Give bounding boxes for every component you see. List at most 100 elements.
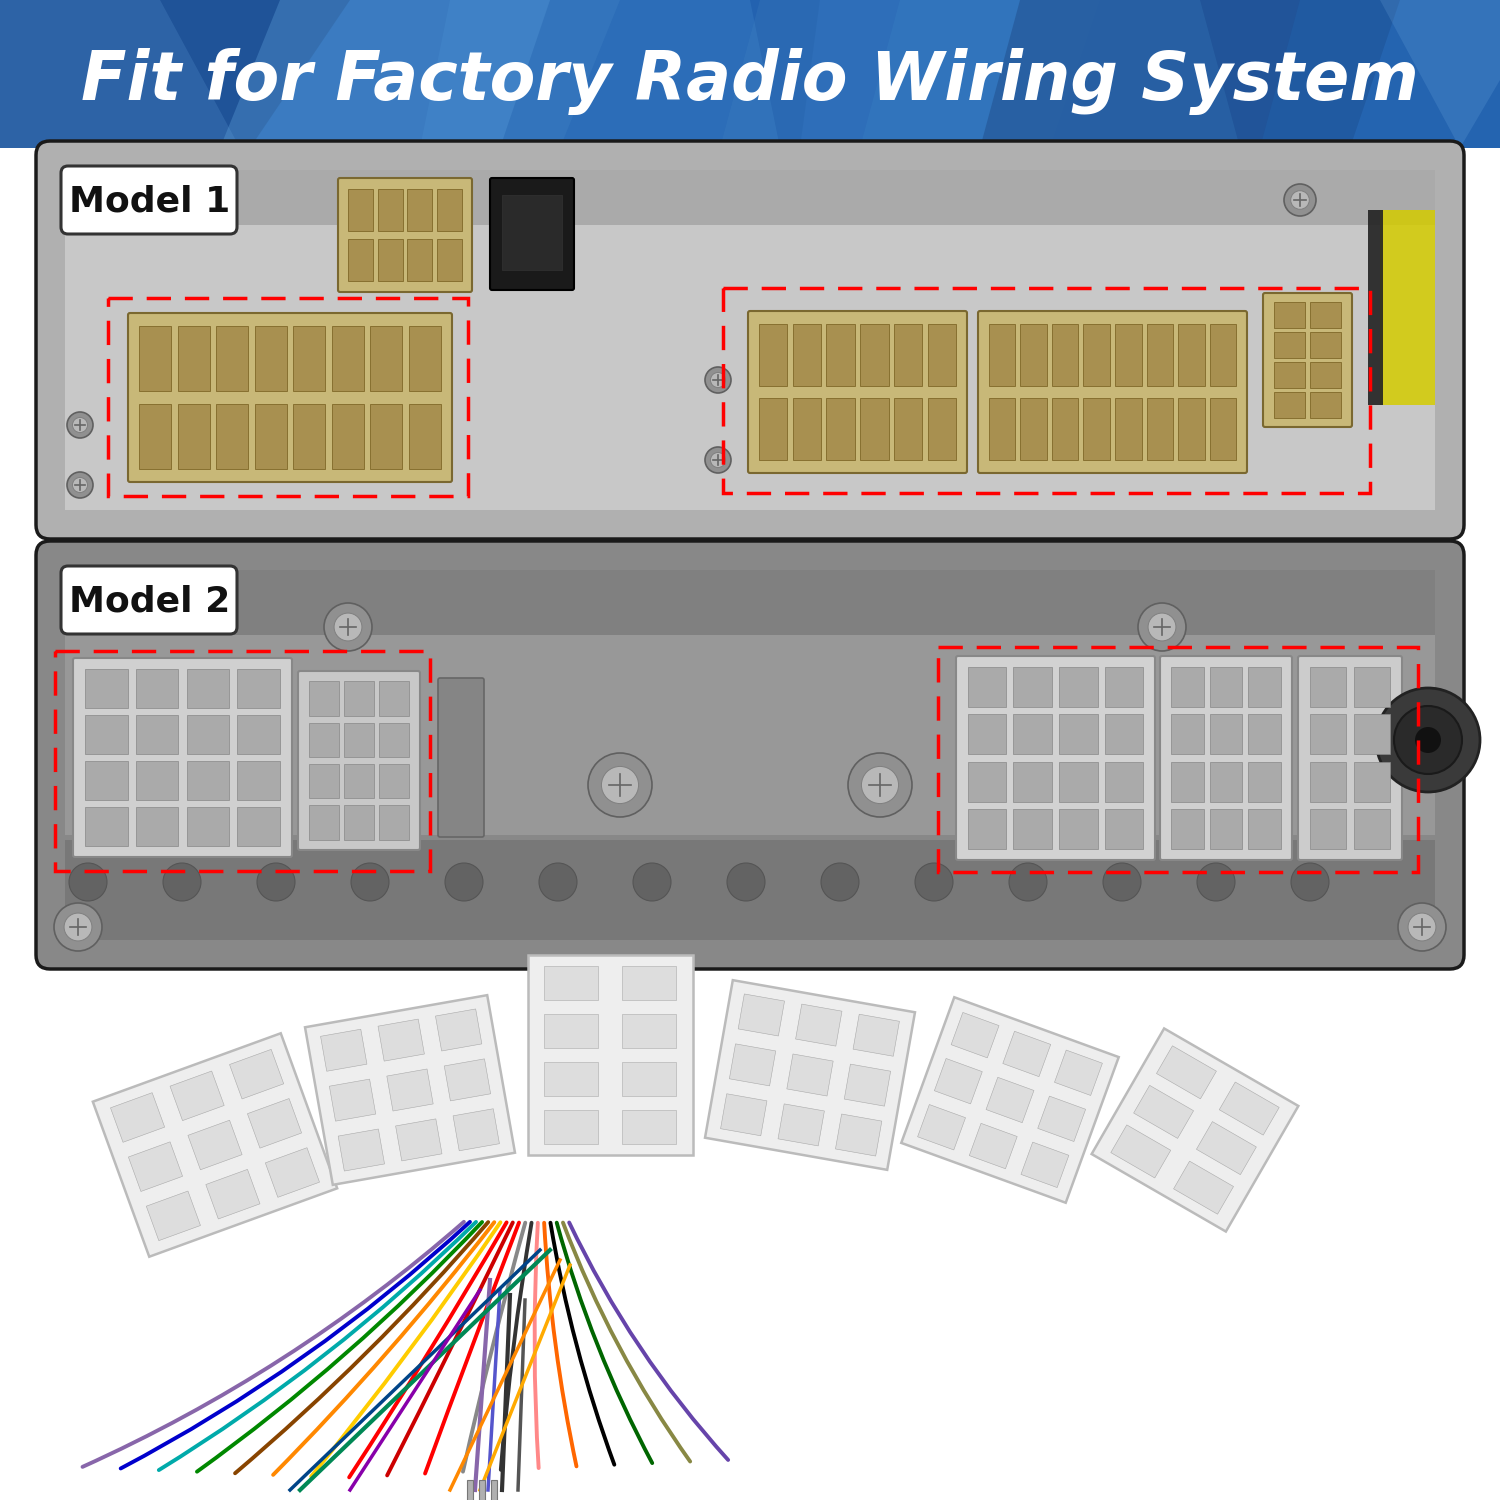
FancyBboxPatch shape <box>338 178 472 292</box>
FancyBboxPatch shape <box>1263 292 1352 427</box>
Polygon shape <box>378 1019 424 1060</box>
Bar <box>792 398 820 460</box>
Polygon shape <box>788 1054 832 1096</box>
Polygon shape <box>918 1104 966 1150</box>
Bar <box>478 1480 484 1500</box>
Bar <box>136 760 178 800</box>
Polygon shape <box>500 0 820 148</box>
Bar <box>859 324 888 386</box>
Polygon shape <box>147 1191 201 1240</box>
Polygon shape <box>1380 0 1500 148</box>
Circle shape <box>324 603 372 651</box>
Bar <box>1014 810 1052 849</box>
Bar <box>140 404 171 470</box>
Bar <box>1014 714 1052 754</box>
Polygon shape <box>248 1098 302 1148</box>
Bar <box>86 807 128 846</box>
Bar <box>332 326 364 392</box>
Polygon shape <box>1054 1050 1102 1095</box>
Polygon shape <box>859 0 1240 148</box>
Polygon shape <box>528 956 693 1155</box>
Circle shape <box>164 862 201 901</box>
Bar <box>64 170 1435 225</box>
Circle shape <box>705 368 730 393</box>
Bar <box>186 716 230 754</box>
Polygon shape <box>304 994 514 1185</box>
Bar <box>1210 324 1236 386</box>
Bar <box>1059 762 1098 801</box>
Bar <box>1106 668 1143 706</box>
Circle shape <box>1197 862 1234 901</box>
Bar <box>1172 762 1203 801</box>
Bar <box>1020 398 1047 460</box>
Bar <box>86 716 128 754</box>
Polygon shape <box>951 1013 999 1058</box>
Bar <box>186 807 230 846</box>
Bar <box>186 760 230 800</box>
Polygon shape <box>170 1071 224 1120</box>
Bar <box>177 404 210 470</box>
FancyBboxPatch shape <box>438 678 485 837</box>
Polygon shape <box>1220 1082 1280 1136</box>
Polygon shape <box>206 1170 260 1219</box>
Polygon shape <box>934 1059 982 1104</box>
Bar <box>1059 668 1098 706</box>
Polygon shape <box>387 1070 433 1112</box>
Bar <box>1172 714 1203 754</box>
Bar <box>309 806 339 840</box>
Polygon shape <box>188 1120 242 1170</box>
Bar <box>332 404 364 470</box>
FancyBboxPatch shape <box>36 141 1464 538</box>
Circle shape <box>1394 706 1462 774</box>
Bar <box>292 404 326 470</box>
Circle shape <box>705 447 730 472</box>
Bar <box>1368 210 1383 405</box>
Bar <box>1052 398 1078 460</box>
Bar <box>216 404 249 470</box>
Bar <box>1248 714 1281 754</box>
Bar <box>1248 762 1281 801</box>
Bar <box>408 189 432 231</box>
Circle shape <box>351 862 388 901</box>
Polygon shape <box>544 1062 598 1096</box>
Circle shape <box>1102 862 1142 901</box>
Polygon shape <box>1156 1046 1216 1100</box>
Polygon shape <box>621 1062 676 1096</box>
Circle shape <box>72 417 87 432</box>
Bar <box>140 326 171 392</box>
Polygon shape <box>1197 1122 1257 1174</box>
Polygon shape <box>836 1114 882 1156</box>
Circle shape <box>446 862 483 901</box>
Bar <box>894 398 922 460</box>
Bar <box>1106 762 1143 801</box>
FancyBboxPatch shape <box>36 542 1464 969</box>
Bar <box>1274 363 1305 387</box>
Polygon shape <box>621 1014 676 1048</box>
Bar <box>1014 762 1052 801</box>
Polygon shape <box>444 1059 491 1101</box>
Bar <box>490 1480 496 1500</box>
Bar <box>1146 398 1173 460</box>
Polygon shape <box>453 1108 500 1150</box>
Circle shape <box>64 914 92 940</box>
Bar <box>1353 762 1390 801</box>
Polygon shape <box>729 1044 776 1086</box>
Polygon shape <box>111 1092 165 1143</box>
Bar <box>1210 762 1242 801</box>
Bar <box>0 0 1500 148</box>
Circle shape <box>861 766 898 804</box>
Bar <box>378 238 402 280</box>
Bar <box>1310 762 1347 801</box>
Bar <box>1014 668 1052 706</box>
Polygon shape <box>1038 1096 1086 1142</box>
Bar <box>1311 393 1341 417</box>
Circle shape <box>538 862 578 901</box>
Bar <box>1248 810 1281 849</box>
Text: Fit for Factory Radio Wiring System: Fit for Factory Radio Wiring System <box>81 48 1419 116</box>
Polygon shape <box>1112 1125 1170 1178</box>
Bar <box>108 298 468 496</box>
Polygon shape <box>621 1110 676 1144</box>
Bar <box>1310 810 1347 849</box>
Circle shape <box>711 372 726 387</box>
Polygon shape <box>266 1148 320 1197</box>
